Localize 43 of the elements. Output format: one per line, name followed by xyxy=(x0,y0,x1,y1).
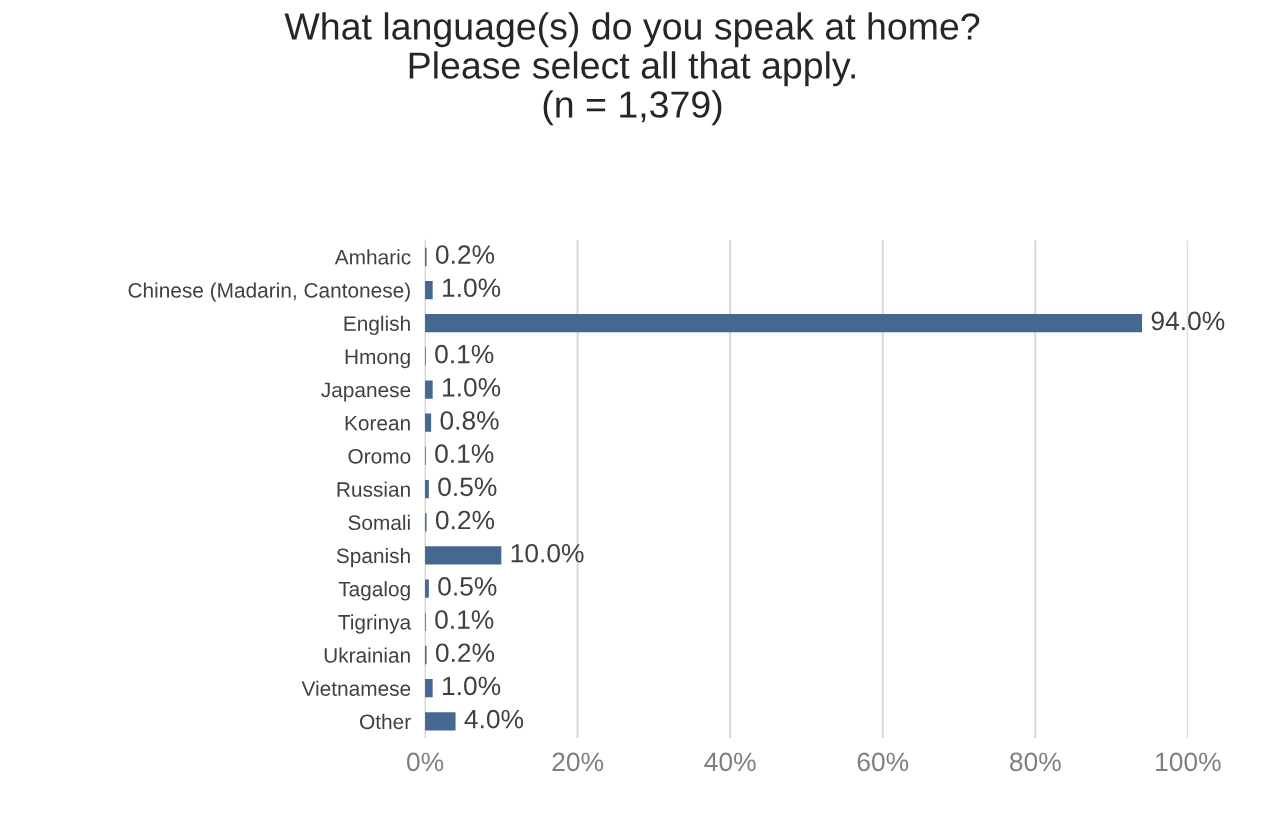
bar xyxy=(425,314,1143,333)
data-label: 1.0% xyxy=(443,278,501,298)
y-tick-label: Chinese (Madarin, Cantonese) xyxy=(128,282,410,302)
y-tick-label: Ukrainian xyxy=(324,647,410,663)
data-label: 0.1% xyxy=(435,344,494,364)
data-label: 94.0% xyxy=(1151,311,1225,331)
data-label: 0.1% xyxy=(435,610,494,629)
y-tick-label: Spanish xyxy=(336,547,410,568)
bar xyxy=(425,280,433,300)
x-tick-label: 80% xyxy=(1010,752,1061,772)
data-label: 1.0% xyxy=(443,676,501,696)
bar xyxy=(425,380,433,399)
data-label: 10.0% xyxy=(511,543,584,563)
data-label: 0.2% xyxy=(435,643,495,663)
x-tick-label: 40% xyxy=(704,752,756,772)
y-tick-label: Japanese xyxy=(321,382,411,402)
x-tick-label: 0% xyxy=(407,752,444,772)
y-tick-label: Other xyxy=(360,713,411,730)
y-tick-label: Somali xyxy=(348,514,410,531)
y-tick-label: English xyxy=(344,315,410,336)
data-label: 0.2% xyxy=(435,510,495,530)
data-label: 0.5% xyxy=(438,577,497,596)
x-tick-label: 20% xyxy=(552,752,604,772)
y-tick-label: Oromo xyxy=(348,448,411,464)
y-tick-label: Russian xyxy=(337,481,410,497)
x-tick-label: 60% xyxy=(857,752,909,772)
y-tick-label: Korean xyxy=(345,415,410,431)
data-label: 1.0% xyxy=(443,377,501,397)
chart-title: What language(s) do you speak at home? Please select all that apply. (n = 1,379) xyxy=(284,12,980,126)
y-tick-label: Tagalog xyxy=(338,581,410,601)
data-label: 0.8% xyxy=(440,411,499,430)
y-tick-label: Tigrinya xyxy=(338,614,412,634)
data-label: 4.0% xyxy=(464,709,524,729)
data-label: 0.5% xyxy=(438,477,497,497)
data-label: 0.1% xyxy=(435,444,494,464)
y-tick-label: Amharic xyxy=(334,249,411,265)
y-tick-label: Vietnamese xyxy=(301,680,411,696)
y-tick-label: Hmong xyxy=(345,349,410,369)
x-tick-label: 100% xyxy=(1156,752,1221,772)
bar xyxy=(425,712,456,731)
bar xyxy=(425,546,502,565)
data-label: 0.2% xyxy=(435,245,495,264)
bar xyxy=(425,679,433,698)
